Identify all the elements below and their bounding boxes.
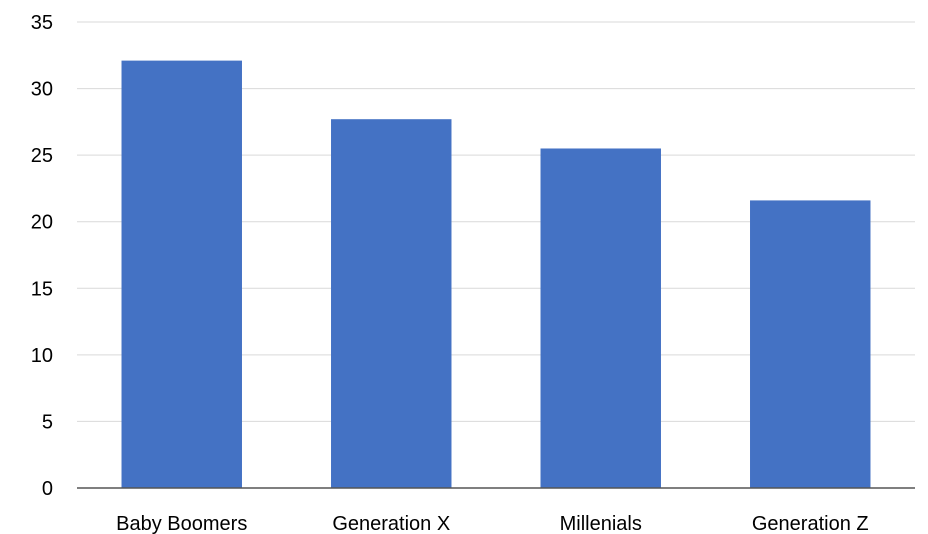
y-axis-tick-labels: 0 5 10 15 20 25 30 35 bbox=[31, 12, 53, 500]
x-tick-label: Baby Boomers bbox=[116, 513, 247, 534]
bar-generation-z bbox=[750, 200, 871, 488]
x-tick-label: Generation Z bbox=[752, 513, 869, 534]
bar-millenials bbox=[540, 148, 661, 488]
x-tick-label: Generation X bbox=[332, 513, 450, 534]
y-tick-label: 0 bbox=[42, 478, 53, 500]
y-tick-label: 10 bbox=[31, 345, 53, 367]
y-tick-label: 30 bbox=[31, 79, 53, 101]
y-tick-label: 20 bbox=[31, 212, 53, 234]
y-tick-label: 25 bbox=[31, 145, 53, 167]
y-tick-label: 5 bbox=[42, 411, 53, 433]
x-axis-tick-labels: Baby Boomers Generation X Millenials Genera… bbox=[116, 513, 868, 534]
bar-baby-boomers bbox=[121, 60, 242, 489]
bar-generation-x bbox=[331, 119, 452, 489]
bars bbox=[121, 60, 871, 489]
y-tick-label: 35 bbox=[31, 12, 53, 34]
x-tick-label: Millenials bbox=[560, 513, 642, 534]
y-tick-label: 15 bbox=[31, 278, 53, 300]
